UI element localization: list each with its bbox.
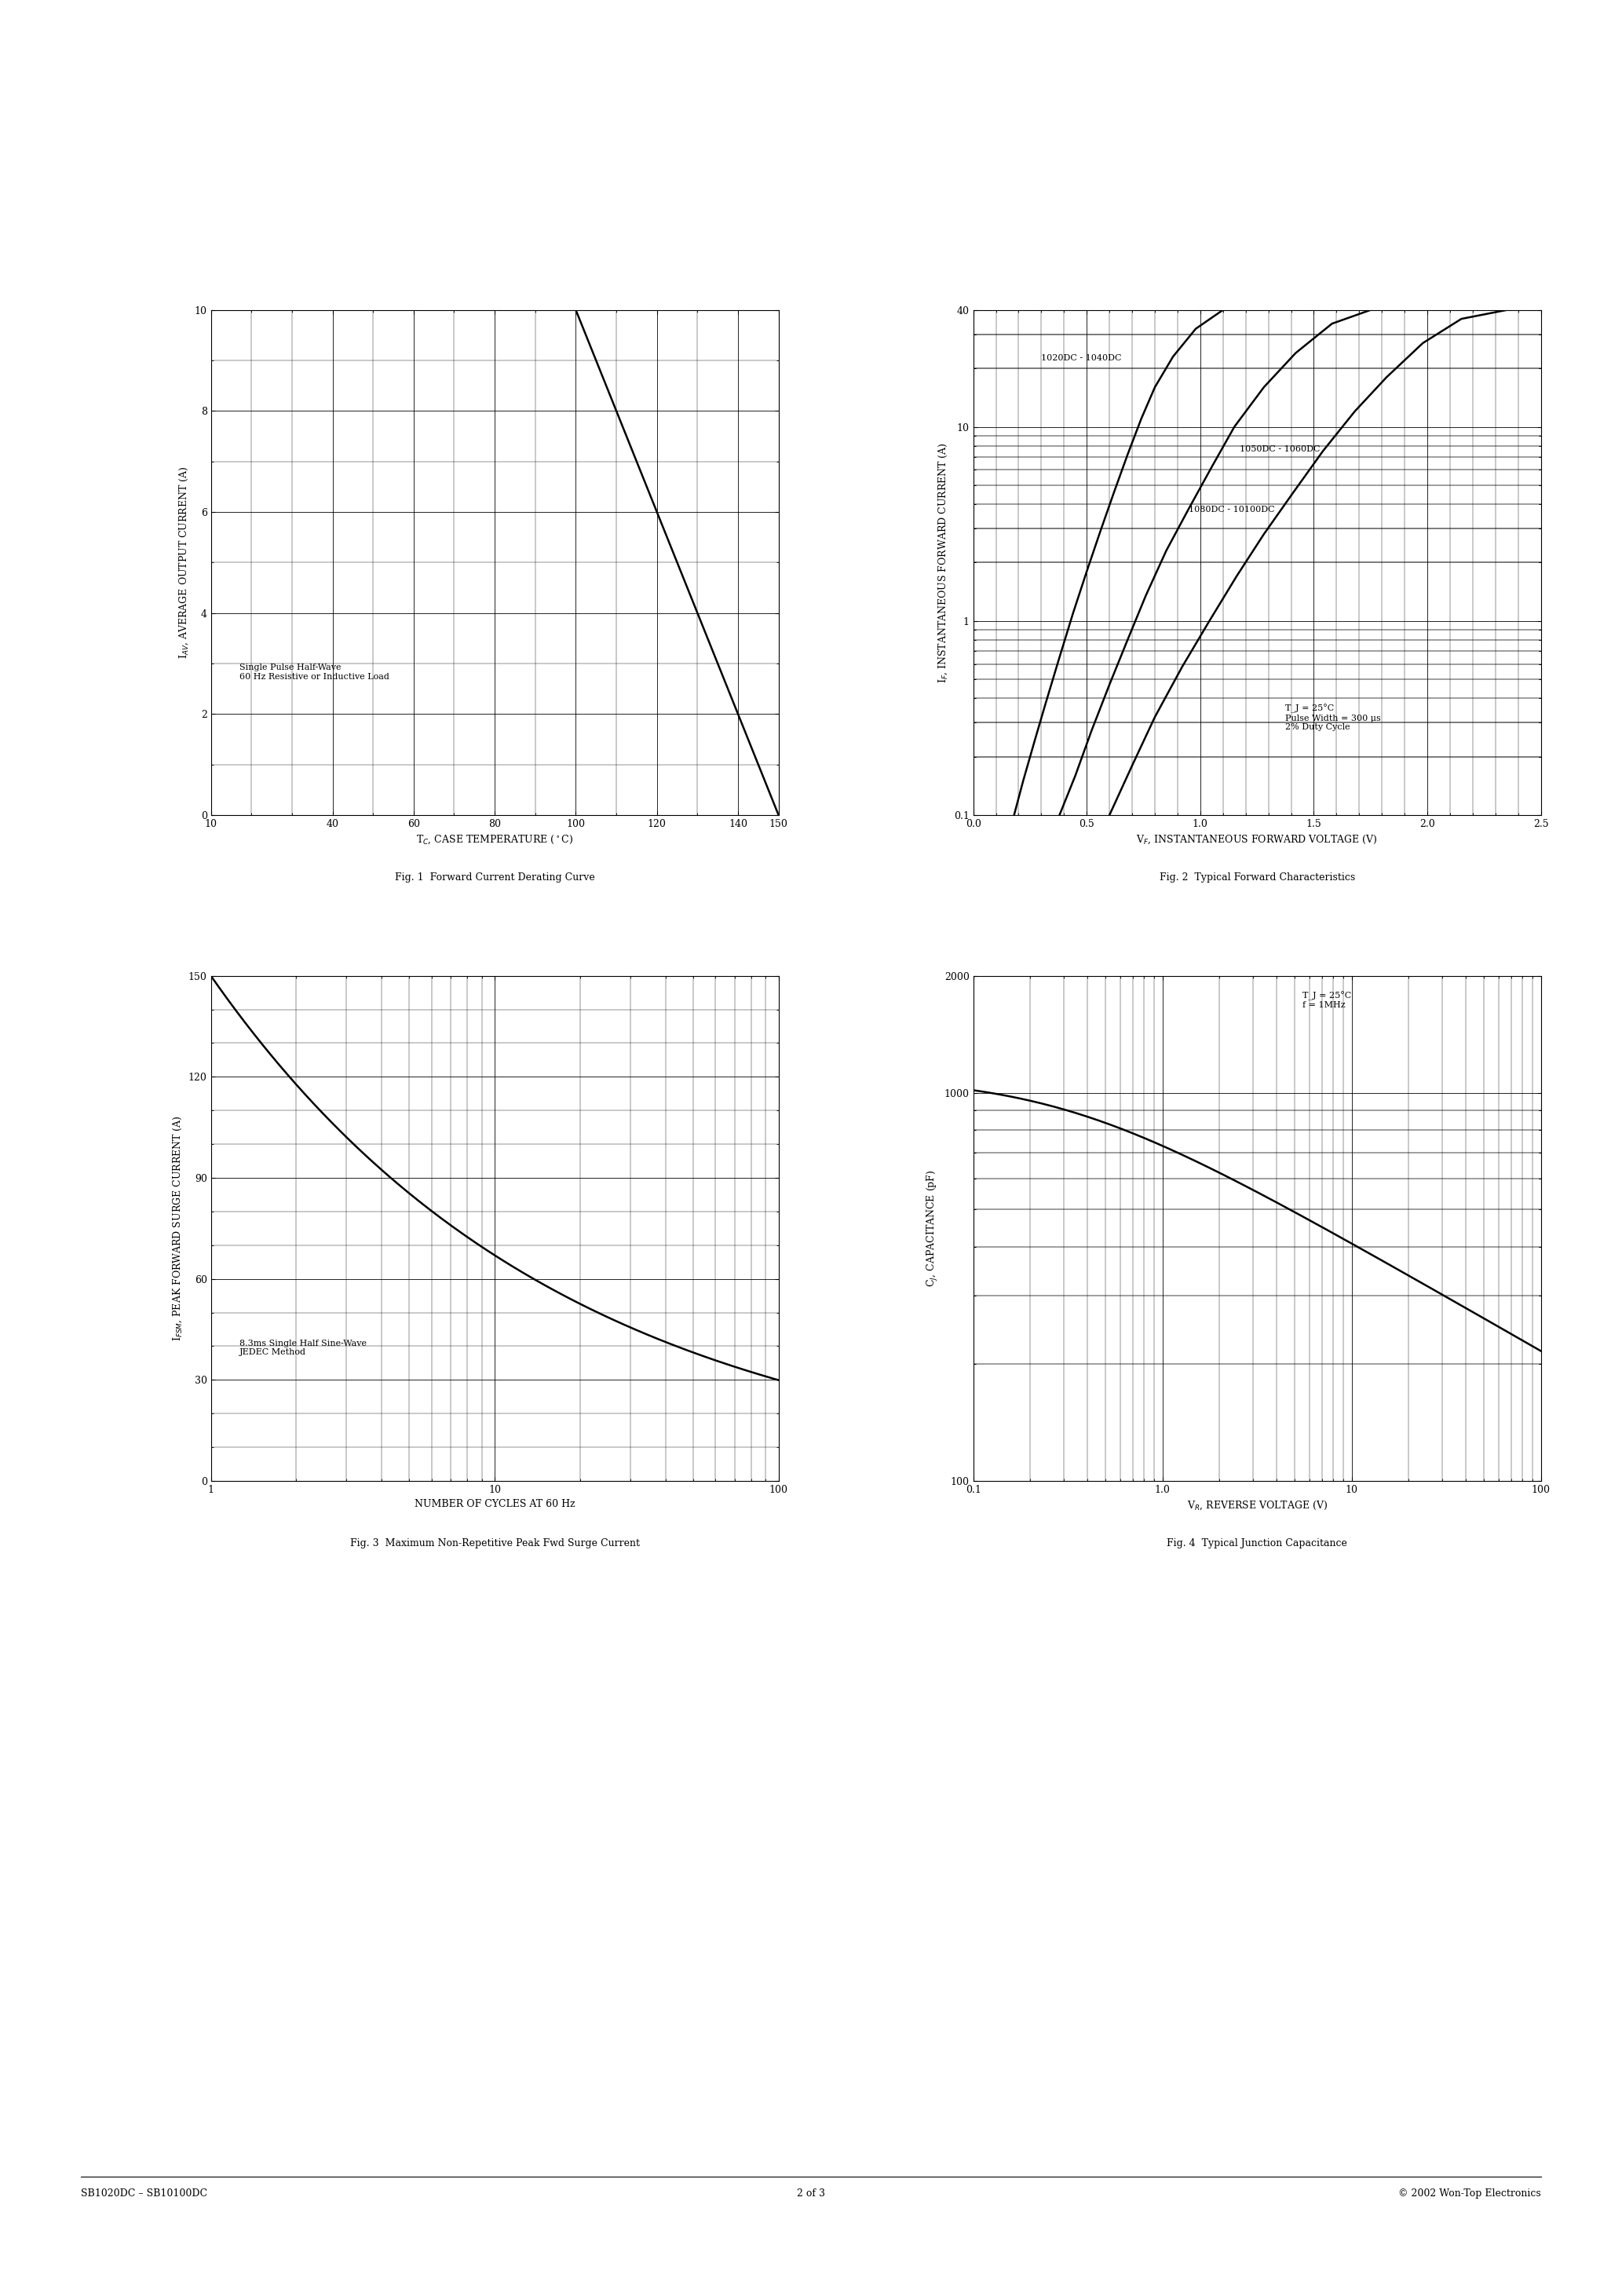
Text: Fig. 4  Typical Junction Capacitance: Fig. 4 Typical Junction Capacitance: [1166, 1538, 1348, 1548]
Text: Fig. 2  Typical Forward Characteristics: Fig. 2 Typical Forward Characteristics: [1160, 872, 1354, 882]
Text: 2 of 3: 2 of 3: [796, 2188, 826, 2197]
Y-axis label: I$_F$, INSTANTANEOUS FORWARD CURRENT (A): I$_F$, INSTANTANEOUS FORWARD CURRENT (A): [938, 443, 949, 682]
Text: SB1020DC – SB10100DC: SB1020DC – SB10100DC: [81, 2188, 208, 2197]
Text: Fig. 3  Maximum Non-Repetitive Peak Fwd Surge Current: Fig. 3 Maximum Non-Repetitive Peak Fwd S…: [350, 1538, 639, 1548]
Text: 1050DC - 1060DC: 1050DC - 1060DC: [1239, 445, 1320, 452]
X-axis label: V$_R$, REVERSE VOLTAGE (V): V$_R$, REVERSE VOLTAGE (V): [1187, 1499, 1327, 1511]
X-axis label: NUMBER OF CYCLES AT 60 Hz: NUMBER OF CYCLES AT 60 Hz: [414, 1499, 576, 1508]
Text: 8.3ms Single Half Sine-Wave
JEDEC Method: 8.3ms Single Half Sine-Wave JEDEC Method: [240, 1339, 367, 1357]
X-axis label: T$_C$, CASE TEMPERATURE ($^\circ$C): T$_C$, CASE TEMPERATURE ($^\circ$C): [415, 833, 574, 845]
Text: Fig. 1  Forward Current Derating Curve: Fig. 1 Forward Current Derating Curve: [394, 872, 595, 882]
Y-axis label: C$_J$, CAPACITANCE (pF): C$_J$, CAPACITANCE (pF): [926, 1169, 939, 1288]
Y-axis label: I$_{AV}$, AVERAGE OUTPUT CURRENT (A): I$_{AV}$, AVERAGE OUTPUT CURRENT (A): [178, 466, 190, 659]
Text: © 2002 Won-Top Electronics: © 2002 Won-Top Electronics: [1398, 2188, 1541, 2197]
Text: Single Pulse Half-Wave
60 Hz Resistive or Inductive Load: Single Pulse Half-Wave 60 Hz Resistive o…: [240, 664, 389, 680]
Text: 1020DC - 1040DC: 1020DC - 1040DC: [1041, 354, 1122, 363]
Text: T_J = 25°C
Pulse Width = 300 μs
2% Duty Cycle: T_J = 25°C Pulse Width = 300 μs 2% Duty …: [1285, 705, 1380, 730]
Y-axis label: I$_{FSM}$, PEAK FORWARD SURGE CURRENT (A): I$_{FSM}$, PEAK FORWARD SURGE CURRENT (A…: [172, 1116, 183, 1341]
Text: T_J = 25°C
f = 1MHz: T_J = 25°C f = 1MHz: [1302, 992, 1351, 1010]
Text: 1080DC - 10100DC: 1080DC - 10100DC: [1189, 505, 1275, 514]
X-axis label: V$_F$, INSTANTANEOUS FORWARD VOLTAGE (V): V$_F$, INSTANTANEOUS FORWARD VOLTAGE (V): [1137, 833, 1377, 845]
